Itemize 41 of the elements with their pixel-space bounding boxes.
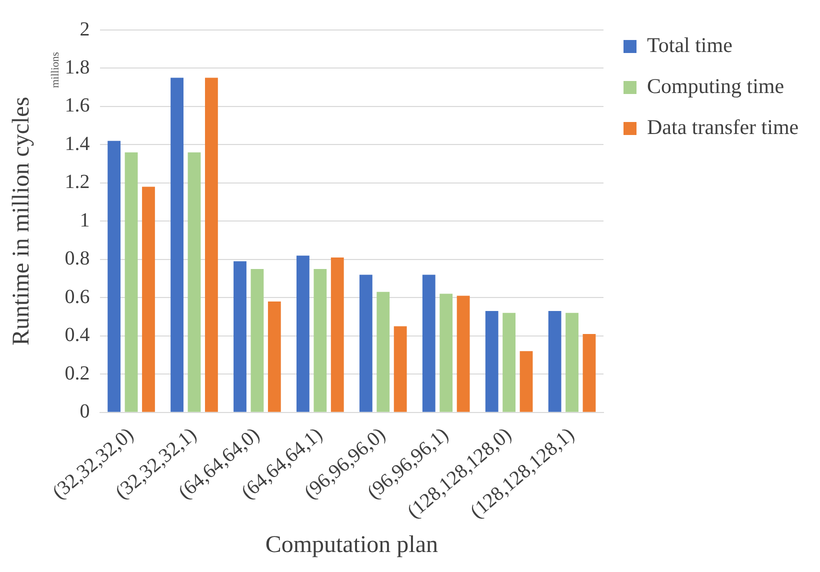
- legend-label: Computing time: [647, 74, 784, 98]
- y-tick-label: 0: [80, 400, 90, 423]
- y-tick-label: 0.8: [64, 248, 90, 270]
- bar: [314, 268, 327, 412]
- bar: [188, 152, 201, 412]
- y-tick-label: 1.8: [64, 56, 90, 78]
- bar: [296, 256, 310, 412]
- y-tick-label: 2: [80, 18, 90, 40]
- bar: [250, 268, 264, 412]
- bar: [359, 274, 372, 412]
- bar: [582, 334, 596, 412]
- bar: [142, 186, 155, 412]
- bar: [394, 326, 407, 412]
- y-tick-label: 0.4: [64, 324, 90, 346]
- bar: [422, 274, 436, 412]
- bar: [170, 78, 184, 412]
- bar: [205, 78, 218, 412]
- bar: [440, 294, 453, 412]
- bar: [485, 311, 498, 412]
- bar: [566, 312, 578, 412]
- bar: [520, 351, 533, 412]
- legend-label: Data transfer time: [647, 115, 799, 140]
- bar: [108, 140, 121, 412]
- bar: [548, 311, 562, 412]
- x-axis-title: Computation plan: [265, 532, 438, 558]
- y-axis-title: Runtime in million cycles: [8, 96, 35, 346]
- y-tick-label: 1: [80, 209, 90, 232]
- bar: [124, 152, 138, 412]
- bar: [234, 261, 246, 412]
- y-tick-label: 1.6: [64, 94, 90, 117]
- bar: [268, 301, 281, 412]
- bar: [330, 257, 344, 412]
- text: millions: [50, 52, 62, 88]
- bar: [376, 292, 390, 412]
- y-tick-label: 0.2: [64, 362, 90, 384]
- bar: [502, 312, 516, 412]
- y-tick-label: 1.2: [64, 171, 90, 194]
- y-tick-label: 1.4: [64, 132, 90, 155]
- y-tick-label: 0.6: [64, 286, 90, 308]
- legend-label: Total time: [647, 33, 732, 58]
- bar: [456, 296, 470, 412]
